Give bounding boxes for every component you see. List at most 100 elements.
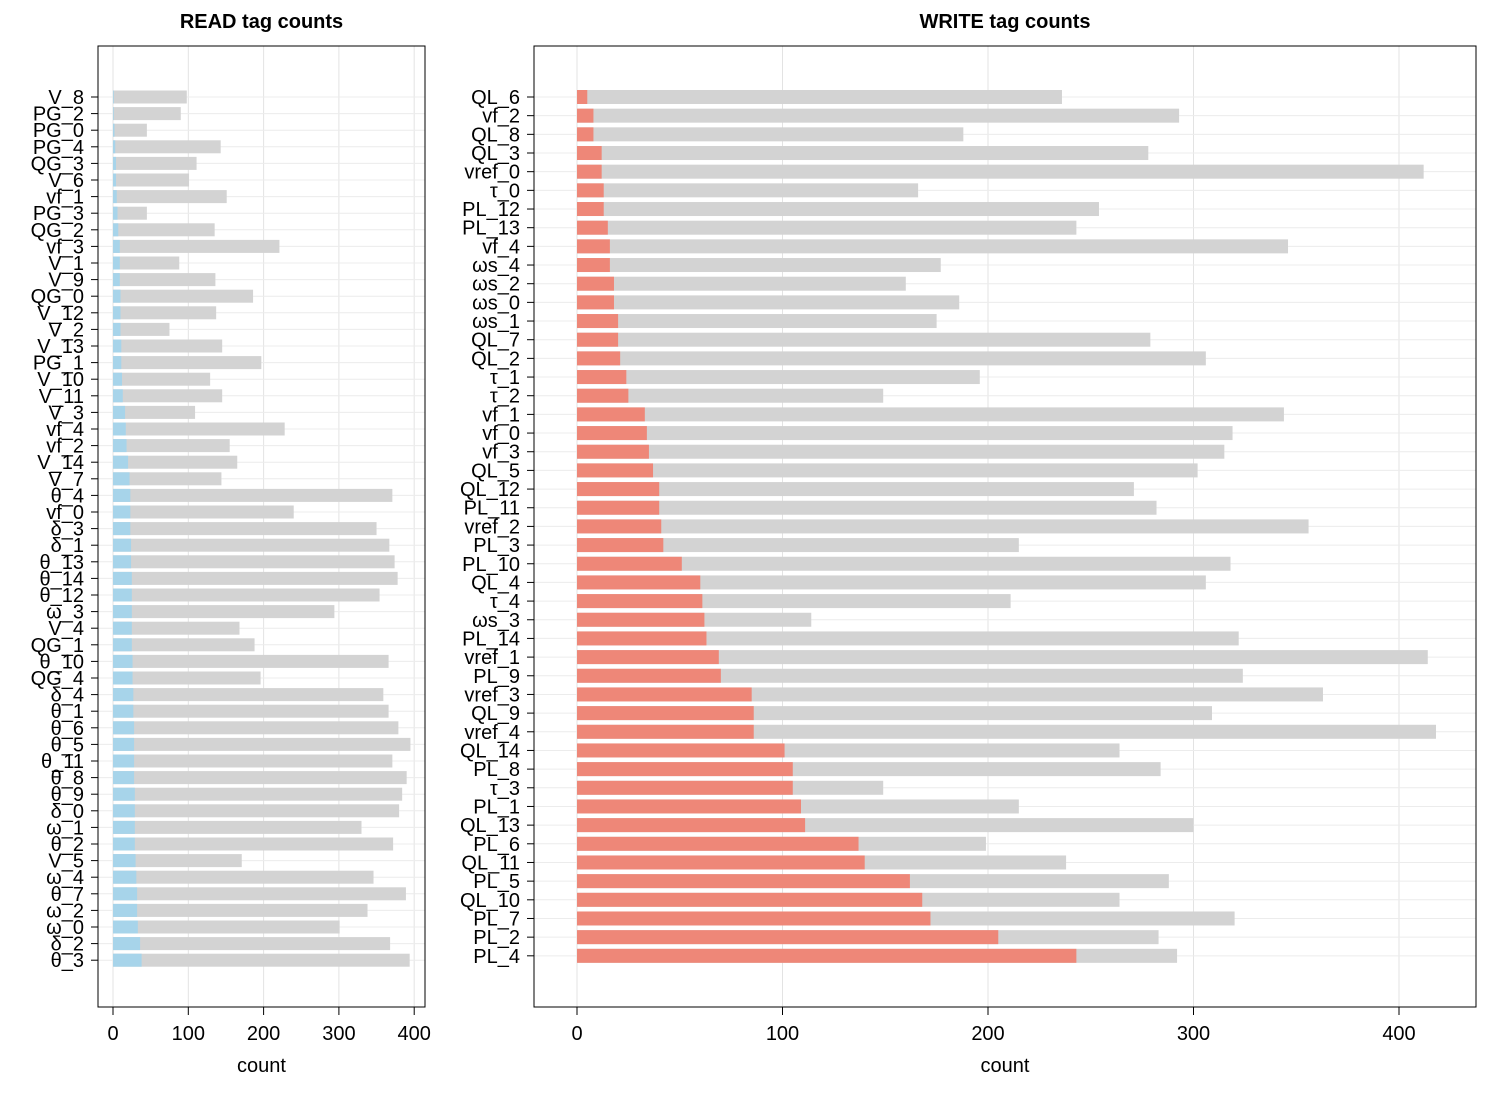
category-label: τ_1 [490,367,520,389]
category-label: δ_1 [51,535,84,557]
category-label: θ_7 [51,884,84,906]
category-label: QL_14 [460,740,520,762]
category-label: θ_2 [51,834,84,856]
category-label: vref_0 [464,162,520,184]
category-label: vf_2 [482,106,520,128]
category-label: vref_2 [464,516,520,538]
bar-total [113,488,393,502]
bar-total [113,289,254,303]
category-label: θ_3 [51,950,84,972]
category-label: vref_3 [464,684,520,706]
panel-write: QL_6vf_2QL_8QL_3vref_0τ_0PL_12PL_13vf_4ω… [460,11,1477,1077]
category-label: ω_1 [46,817,84,839]
category-label: QL_9 [471,703,520,725]
category-label: θ_4 [51,485,84,507]
bar-total [577,388,884,403]
bar-read [113,273,120,287]
category-label: δ_4 [51,685,84,707]
category-label: θ_14 [40,568,85,590]
bar-total [577,426,1233,441]
bar-total [113,621,240,635]
bars [113,90,411,967]
category-label: θ_10 [40,651,85,673]
bar-read [113,256,120,270]
bar-read [113,505,131,519]
category-label: τ_3 [490,778,520,800]
bar-total [113,937,391,951]
bar-read [113,854,136,868]
bar-read [113,605,132,619]
bar-write [577,295,614,310]
category-label: V_1 [48,253,84,275]
bar-total [577,314,937,329]
bar-write [577,706,754,721]
bar-write [577,239,610,254]
category-label: vf_3 [482,442,520,464]
category-label: ωs_1 [472,311,520,333]
bar-total [113,538,390,552]
bar-total [113,737,411,751]
category-label: θ_6 [51,718,84,740]
bar-total [577,556,1231,571]
bar-total [113,455,238,469]
category-label: PL_8 [473,759,520,781]
category-label: PL_9 [473,666,520,688]
bar-read [113,754,135,768]
bar-total [577,127,964,142]
bar-total [113,140,221,154]
bar-read [113,405,126,419]
bar-write [577,780,793,795]
bar-total [113,837,394,851]
bar-total [577,668,1243,683]
bar-total [113,372,211,386]
bar-total [113,920,340,934]
bar-read [113,721,135,735]
category-label: PL_12 [462,199,520,221]
bar-write [577,370,627,385]
bar-total [113,953,410,967]
bar-write [577,948,1077,963]
bar-total [113,555,395,569]
category-label: ω_0 [46,917,84,939]
bar-write [577,146,602,161]
bar-total [113,306,217,320]
category-label: V_8 [48,87,84,109]
category-label: τ_0 [490,180,520,202]
bar-total [113,820,362,834]
bar-read [113,804,135,818]
x-tick-label: 100 [172,1023,205,1045]
bar-total [113,123,147,137]
bar-read [113,588,132,602]
category-label: ωs_3 [472,610,520,632]
bar-read [113,439,127,453]
category-label: V_7 [48,469,84,491]
bar-write [577,575,701,590]
bar-read [113,688,134,702]
bar-total [113,522,377,536]
category-label: PG_2 [33,104,84,126]
bar-write [577,108,594,123]
category-label: vf_2 [46,436,84,458]
bar-write [577,538,664,553]
category-label: δ_0 [51,801,84,823]
x-axis: 0 100 200 300 400 [107,1007,431,1045]
bar-read [113,638,132,652]
bar-total [577,164,1424,179]
category-label: vref_1 [464,647,520,669]
bar-write [577,500,660,515]
x-tick-label: 100 [766,1023,799,1045]
bar-total [577,183,919,198]
x-tick-label: 300 [1177,1023,1210,1045]
category-label: QL_6 [471,87,520,109]
bar-read [113,522,131,536]
category-label: vref_4 [464,722,520,744]
bar-total [113,671,261,685]
bar-total [577,351,1206,366]
category-label: QG_4 [31,668,84,690]
category-label: QL_5 [471,460,520,482]
category-label: θ_9 [51,784,84,806]
category-label: PL_14 [462,628,520,650]
bar-write [577,332,619,347]
category-label: V_3 [48,402,84,424]
bar-total [113,90,187,104]
